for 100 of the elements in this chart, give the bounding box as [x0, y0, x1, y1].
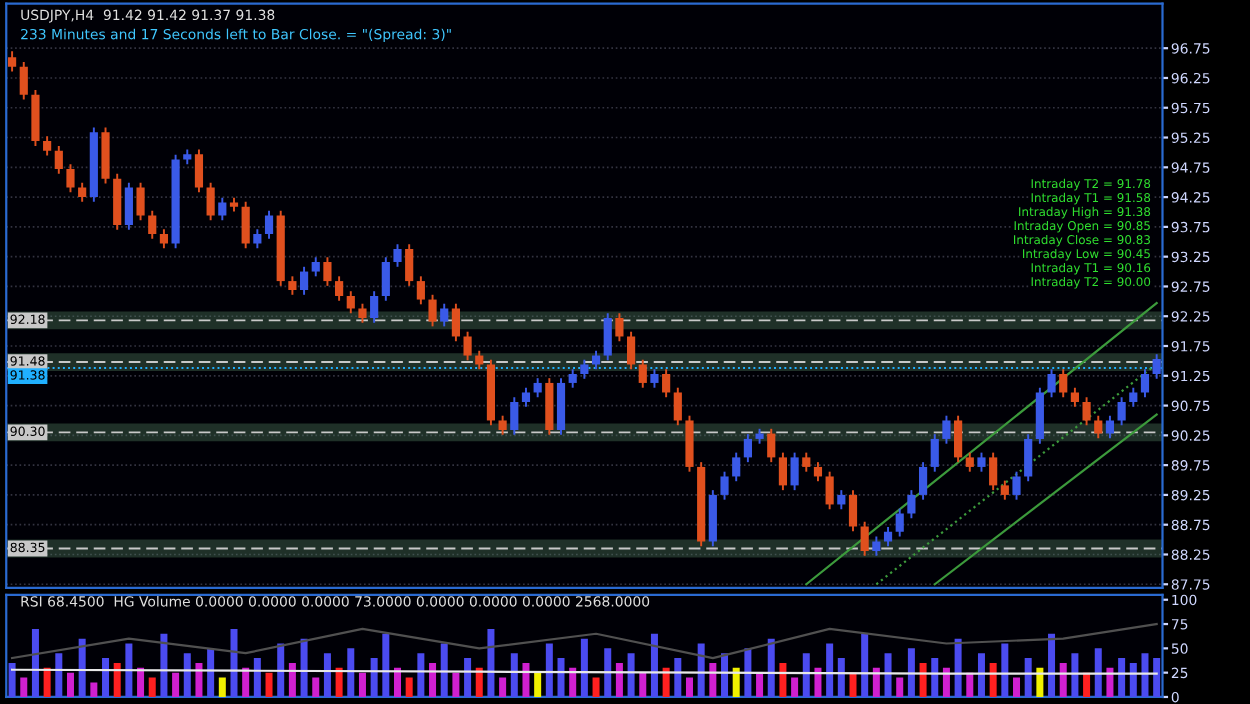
- bar: [791, 677, 799, 697]
- bar: [1036, 667, 1044, 697]
- bar: [779, 662, 787, 697]
- bar: [347, 648, 355, 697]
- candlestick: [907, 489, 916, 520]
- bar: [125, 643, 133, 697]
- candlestick: [498, 414, 507, 436]
- candlestick: [66, 163, 75, 194]
- candlestick: [1059, 368, 1068, 399]
- bar: [522, 662, 530, 697]
- bar: [732, 667, 740, 697]
- bar: [1013, 677, 1021, 697]
- bar: [148, 677, 156, 697]
- bar: [8, 662, 16, 697]
- bar: [604, 648, 612, 697]
- bar: [896, 677, 904, 697]
- bar: [767, 638, 775, 697]
- candlestick: [1024, 433, 1033, 483]
- candlestick: [627, 330, 636, 371]
- candlestick: [989, 451, 998, 492]
- bar: [382, 633, 390, 697]
- candlestick: [942, 414, 951, 445]
- bar: [66, 672, 74, 697]
- bar: [907, 648, 915, 697]
- bar: [627, 653, 635, 697]
- bar: [814, 667, 822, 697]
- bar: [545, 643, 553, 697]
- bar: [802, 653, 810, 697]
- candlestick: [1070, 386, 1079, 408]
- bar: [137, 667, 145, 697]
- bar: [300, 638, 308, 697]
- candlestick: [451, 302, 460, 343]
- candlestick: [218, 196, 227, 222]
- bar: [674, 658, 682, 697]
- candlestick: [43, 135, 52, 157]
- candlestick: [78, 181, 87, 203]
- bar: [265, 672, 273, 697]
- bar: [849, 672, 857, 697]
- candlestick: [241, 200, 250, 250]
- candlestick: [533, 377, 542, 399]
- candlestick: [299, 265, 309, 296]
- bar: [1024, 658, 1032, 697]
- candlestick: [895, 507, 904, 538]
- bar: [534, 672, 542, 697]
- candlestick: [568, 368, 577, 389]
- bar: [872, 667, 880, 697]
- bar: [1153, 658, 1161, 697]
- candlestick: [778, 451, 788, 492]
- candlestick: [416, 275, 425, 306]
- candlestick: [1117, 396, 1126, 427]
- bar: [1083, 672, 1091, 697]
- candlestick: [977, 451, 986, 473]
- candlestick: [650, 368, 659, 389]
- bar: [102, 658, 110, 697]
- bar: [499, 677, 507, 697]
- candlestick: [463, 330, 472, 362]
- candlestick: [253, 228, 262, 250]
- bar: [183, 653, 191, 697]
- bar: [1106, 667, 1114, 697]
- bar: [323, 653, 331, 697]
- bar: [405, 677, 413, 697]
- candlestick: [872, 535, 881, 557]
- bar: [475, 667, 483, 697]
- bar: [685, 677, 693, 697]
- bar: [954, 638, 962, 697]
- candlestick: [1047, 368, 1056, 399]
- bar: [1059, 662, 1067, 697]
- bar: [557, 658, 565, 697]
- candlestick: [603, 312, 612, 362]
- candlestick: [580, 358, 589, 380]
- bar: [580, 638, 588, 697]
- candlestick: [720, 470, 729, 501]
- bar: [55, 653, 63, 697]
- bar: [370, 658, 378, 697]
- candlestick: [837, 489, 846, 511]
- bar: [230, 628, 238, 697]
- bar: [1001, 643, 1009, 697]
- candlestick: [767, 427, 776, 464]
- candlestick: [1140, 368, 1150, 399]
- candlestick: [101, 126, 110, 185]
- candlestick: [428, 293, 437, 328]
- candlestick: [1035, 386, 1044, 445]
- candlestick: [159, 228, 169, 250]
- bar: [977, 653, 985, 697]
- bar: [709, 662, 717, 697]
- candlestick: [288, 275, 297, 296]
- line-series: [10, 622, 1158, 660]
- bar: [1048, 633, 1056, 697]
- bar: [919, 662, 927, 697]
- candlestick: [732, 451, 741, 483]
- bar: [697, 643, 705, 697]
- candlestick: [323, 256, 332, 287]
- candlestick: [1105, 414, 1115, 440]
- candlestick: [1094, 414, 1103, 440]
- bar: [989, 662, 997, 697]
- bar: [942, 667, 950, 697]
- candlestick: [346, 290, 355, 315]
- candlestick: [813, 461, 823, 483]
- candlestick: [440, 302, 449, 328]
- bar: [1118, 658, 1126, 697]
